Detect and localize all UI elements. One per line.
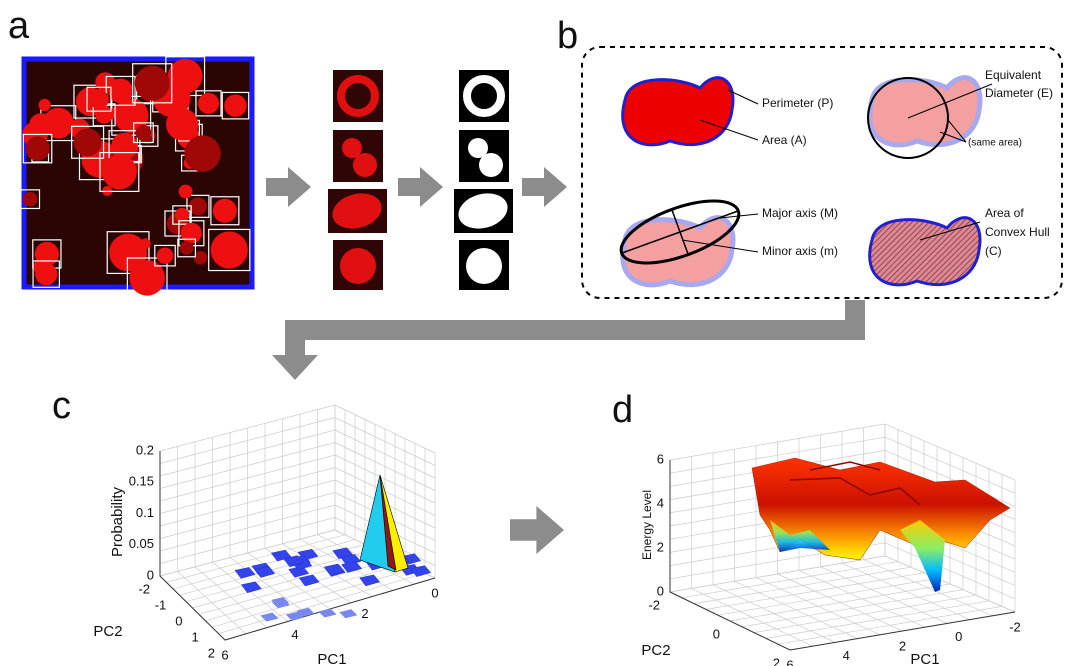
- arrow: [522, 167, 567, 207]
- histogram-bar: [241, 582, 261, 593]
- arrow: [398, 167, 443, 207]
- label: 0: [713, 626, 720, 641]
- droplet: [25, 136, 49, 160]
- droplet: [181, 223, 202, 244]
- label: 0.1: [136, 505, 154, 520]
- label: Probability: [109, 486, 126, 557]
- droplet: [213, 199, 237, 223]
- arrow: [272, 355, 318, 380]
- mask-shape: [479, 153, 503, 177]
- histogram-bar: [235, 567, 255, 578]
- figure: a b c d Perimeter (P) Area (A) Equivalent Diame…: [0, 0, 1073, 666]
- label: 0.05: [129, 536, 154, 551]
- label: PC2: [93, 623, 122, 640]
- arrow: [510, 506, 564, 554]
- crop-droplet: [353, 153, 377, 177]
- label: (same area): [968, 138, 1022, 149]
- droplet: [23, 192, 38, 207]
- panel-label: b: [557, 15, 578, 57]
- panel-label: d: [612, 389, 633, 431]
- label: 2: [773, 655, 780, 666]
- grid-line: [219, 573, 426, 633]
- label: 1: [192, 629, 199, 644]
- mask-shape: [466, 248, 502, 284]
- label: -2: [1009, 619, 1021, 634]
- droplet: [157, 247, 173, 263]
- label: -1: [155, 597, 167, 612]
- grid-line: [778, 606, 1002, 644]
- histogram-bar: [339, 609, 357, 618]
- label: 4: [291, 627, 298, 642]
- histogram-bar: [299, 575, 319, 586]
- droplet: [175, 208, 189, 222]
- label: 6: [657, 451, 664, 466]
- label: 0.15: [129, 474, 154, 489]
- droplet: [108, 166, 125, 183]
- droplet: [39, 99, 51, 111]
- crop-droplet: [340, 248, 376, 284]
- label: Area of: [985, 206, 1024, 220]
- histogram-bar: [342, 562, 362, 573]
- label: Equivalent: [985, 68, 1042, 82]
- label: Diameter (E): [985, 86, 1053, 100]
- label: Area (A): [762, 133, 807, 147]
- droplet: [135, 66, 170, 101]
- droplet: [35, 263, 57, 285]
- label: 2: [361, 606, 368, 621]
- label: Major axis (M): [762, 206, 838, 220]
- droplet: [211, 231, 248, 268]
- label: 2: [657, 539, 664, 554]
- shape-convex-hull: [870, 218, 980, 285]
- label: 6: [786, 657, 793, 666]
- droplet: [166, 108, 198, 140]
- label: PC1: [317, 651, 346, 666]
- droplet: [74, 128, 102, 156]
- label: 0: [431, 585, 438, 600]
- label: Minor axis (m): [762, 244, 838, 258]
- label: 0: [955, 629, 962, 644]
- droplet: [180, 241, 194, 255]
- grid-line: [754, 595, 976, 632]
- droplet: [108, 78, 133, 103]
- droplet: [224, 94, 246, 116]
- label: (C): [985, 244, 1002, 258]
- label: 6: [221, 647, 228, 662]
- droplet: [184, 135, 220, 171]
- label: 4: [843, 648, 850, 663]
- label: Convex Hull: [985, 225, 1050, 239]
- shape-perimeter: [623, 78, 733, 145]
- label: 0: [147, 567, 154, 582]
- energy-surface: [752, 458, 1010, 590]
- droplet: [179, 185, 193, 199]
- label: 2: [208, 645, 215, 660]
- histogram-bar: [318, 608, 336, 617]
- droplet: [136, 125, 152, 141]
- grid-line: [778, 574, 903, 631]
- label: Energy Level: [640, 490, 654, 560]
- droplet: [198, 93, 219, 114]
- label: -2: [138, 581, 150, 596]
- arrow: [295, 300, 855, 360]
- histogram-bar: [260, 612, 278, 621]
- panel-label: c: [52, 385, 71, 427]
- panel-label: a: [8, 5, 30, 47]
- label: -2: [648, 597, 660, 612]
- label: Perimeter (P): [762, 96, 833, 110]
- histogram-bar: [360, 575, 380, 586]
- grid-line: [799, 570, 925, 627]
- label: 4: [657, 495, 664, 510]
- grid-line: [742, 590, 963, 627]
- label: 0.2: [136, 442, 154, 457]
- label: 0: [175, 613, 182, 628]
- droplet: [29, 113, 53, 137]
- label: PC1: [910, 651, 939, 666]
- label: 0: [657, 583, 664, 598]
- label: 2: [899, 638, 906, 653]
- label: PC2: [641, 642, 670, 659]
- droplet: [89, 89, 109, 109]
- droplet: [140, 238, 151, 249]
- arrow: [266, 167, 311, 207]
